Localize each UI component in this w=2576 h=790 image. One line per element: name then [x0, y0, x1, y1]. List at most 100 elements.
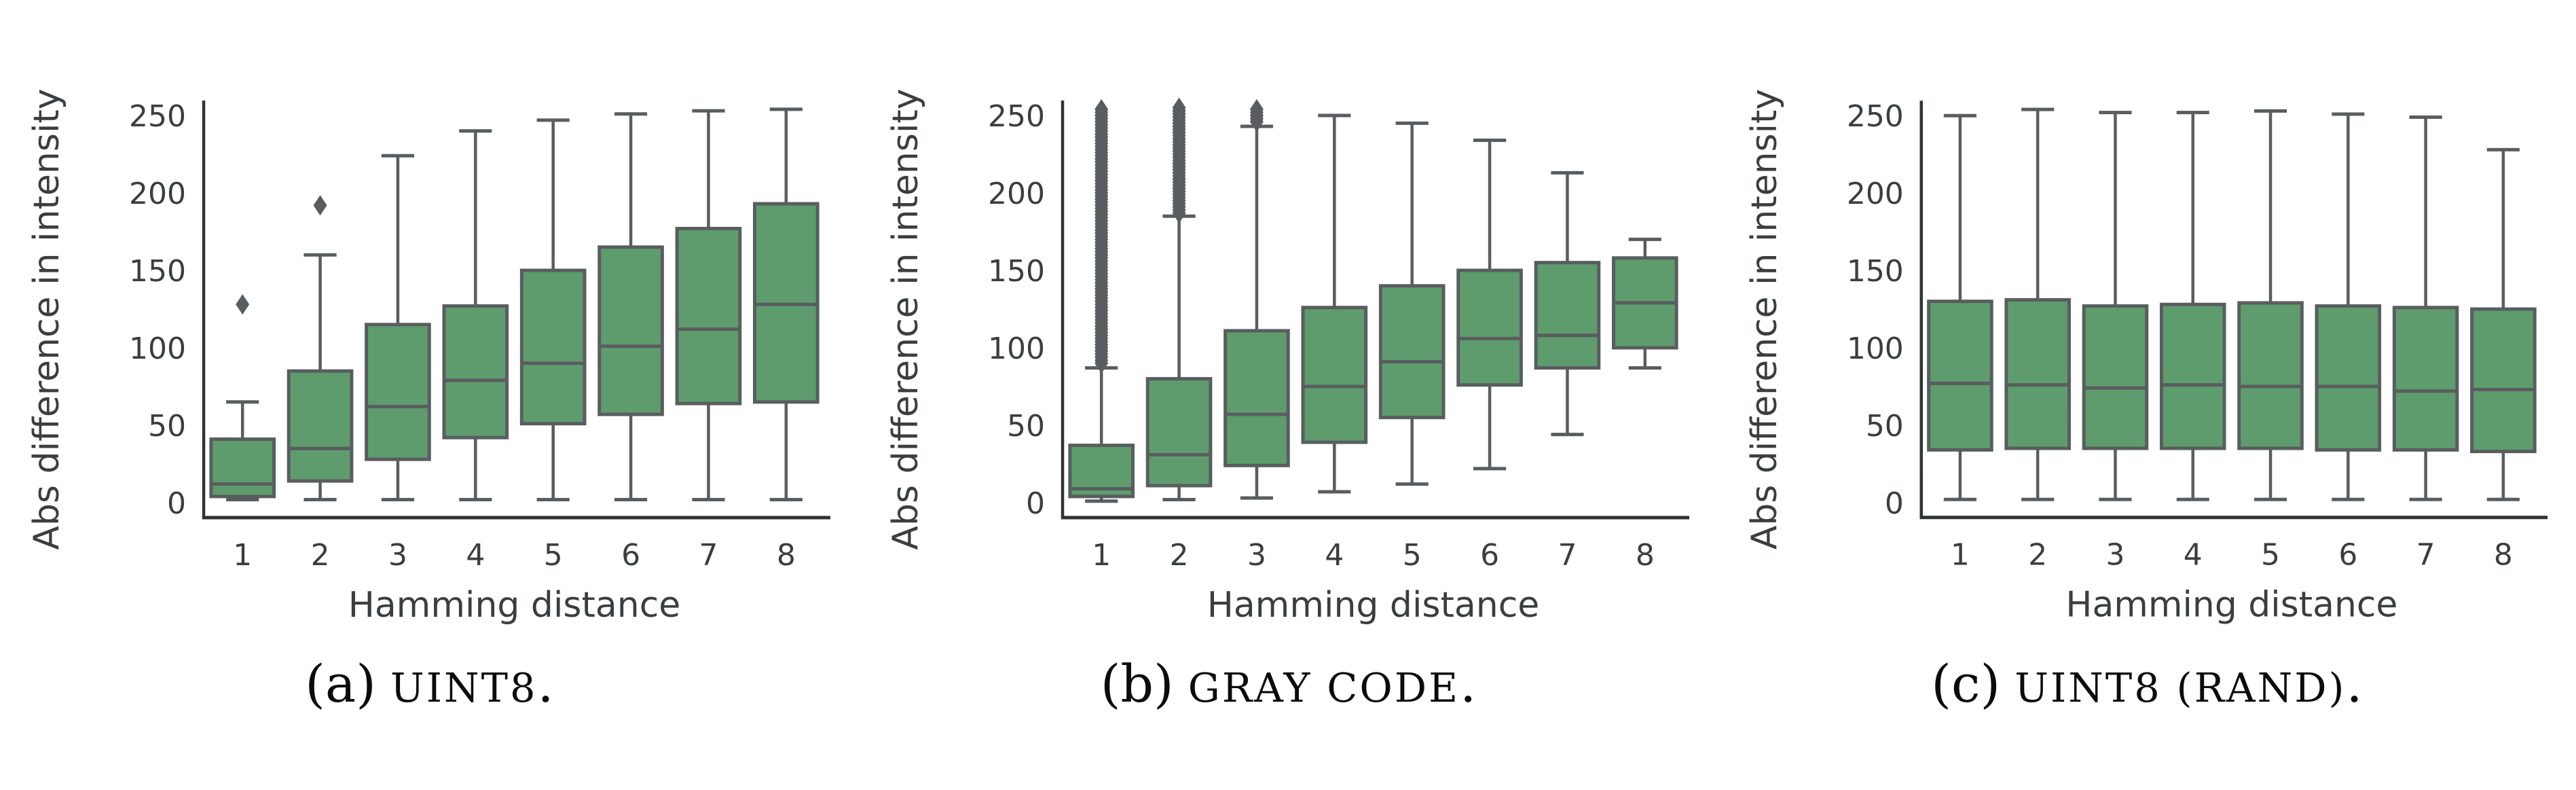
- iqr-box: [519, 268, 587, 426]
- y-tick-label: 0: [1885, 486, 1904, 521]
- box-group: [1927, 113, 1993, 501]
- box-group: [2392, 115, 2459, 501]
- outlier-marker: [1172, 97, 1186, 118]
- y-tick-label: 50: [1866, 409, 1904, 444]
- y-tick-label: 200: [1847, 177, 1904, 211]
- y-tick-label: 100: [129, 331, 186, 366]
- box-group: [365, 154, 431, 501]
- iqr-box: [2082, 304, 2149, 450]
- caption-period: .: [537, 653, 554, 714]
- iqr-box: [1927, 300, 1993, 452]
- iqr-box: [2470, 307, 2537, 454]
- box-group: [1378, 121, 1446, 486]
- boxplot-chart-gray-code: 0 50 100 150 200 250 1 2 3 4 5 6 7 8 Hamming distance A…: [885, 88, 1689, 626]
- y-tick-label: 0: [167, 486, 186, 521]
- iqr-box: [2159, 302, 2226, 450]
- iqr-box: [1534, 261, 1601, 370]
- y-tick-label: 150: [988, 254, 1045, 289]
- x-tick-label: 8: [777, 538, 796, 573]
- box-group: [2082, 111, 2149, 501]
- box-group: [519, 118, 587, 501]
- caption-index: (a): [305, 653, 376, 714]
- iqr-box: [287, 369, 354, 483]
- x-tick-label: 7: [699, 538, 718, 573]
- x-tick-label: 4: [1325, 538, 1344, 573]
- y-tick-label: 0: [1026, 486, 1045, 521]
- box-group: [2159, 111, 2226, 501]
- y-tick-label: 150: [129, 254, 186, 289]
- y-axis-label: Abs difference in intensity: [1744, 89, 1785, 550]
- iqr-box: [2237, 301, 2304, 450]
- iqr-box: [1456, 268, 1523, 387]
- iqr-box: [1145, 377, 1213, 488]
- box-group: [1456, 138, 1523, 471]
- x-tick-label: 5: [2261, 538, 2280, 573]
- x-tick-label: 1: [1951, 538, 1970, 573]
- box-group: [1223, 98, 1290, 500]
- x-tick-label: 2: [311, 538, 330, 573]
- outlier-marker: [236, 294, 250, 315]
- x-tick-label: 3: [388, 538, 407, 573]
- iqr-box: [597, 245, 664, 416]
- x-tick-label: 7: [1558, 538, 1577, 573]
- y-tick-label: 100: [1847, 331, 1904, 366]
- y-tick-label: 250: [1847, 99, 1904, 134]
- box-group: [287, 195, 354, 501]
- box-group: [1611, 237, 1678, 370]
- y-tick-label: 200: [129, 177, 186, 211]
- x-tick-label: 2: [2028, 538, 2047, 573]
- x-axis-label: Hamming distance: [2065, 585, 2397, 626]
- box-group: [597, 112, 664, 501]
- outlier-marker: [1249, 98, 1264, 120]
- box-group: [675, 109, 742, 501]
- x-tick-label: 6: [1480, 538, 1499, 573]
- y-tick-label: 250: [988, 99, 1045, 134]
- box-group: [752, 107, 820, 501]
- x-tick-label: 4: [2184, 538, 2203, 573]
- x-tick-label: 8: [1636, 538, 1655, 573]
- x-tick-label: 5: [544, 538, 563, 573]
- x-axis-label: Hamming distance: [348, 585, 681, 626]
- y-tick-label: 50: [1007, 409, 1045, 444]
- y-tick-label: 100: [988, 331, 1045, 366]
- x-tick-label: 3: [2105, 538, 2124, 573]
- panel-uint8: 0 50 100 150 200 250 1 2 3 4 5 6 7 8 Hamming distance A…: [0, 0, 859, 790]
- x-axis-label: Hamming distance: [1207, 585, 1540, 626]
- y-axis-label: Abs difference in intensity: [885, 88, 926, 550]
- caption-index: (b): [1100, 653, 1174, 714]
- x-tick-label: 7: [2416, 538, 2435, 573]
- caption-period: .: [1460, 653, 1477, 714]
- outlier-marker: [1094, 98, 1109, 120]
- x-tick-label: 1: [1092, 538, 1111, 573]
- iqr-box: [442, 304, 509, 439]
- box-group: [1301, 113, 1368, 494]
- iqr-box: [365, 323, 431, 461]
- iqr-box: [209, 437, 276, 499]
- box-group: [1145, 97, 1213, 501]
- caption-index: (c): [1931, 653, 2001, 714]
- x-tick-label: 6: [621, 538, 640, 573]
- caption-name: UINT8: [390, 664, 538, 711]
- box-group: [2237, 109, 2304, 501]
- outlier-marker: [313, 195, 327, 216]
- box-group: [2315, 112, 2382, 501]
- x-tick-label: 4: [466, 538, 485, 573]
- iqr-box: [1223, 329, 1290, 467]
- box-group: [1534, 170, 1601, 437]
- box-group: [2004, 107, 2071, 501]
- caption-period: .: [2346, 653, 2363, 714]
- x-tick-label: 1: [233, 538, 252, 573]
- iqr-box: [2315, 304, 2382, 452]
- iqr-box: [675, 226, 742, 406]
- caption-name: UINT8 (RAND): [2014, 664, 2347, 711]
- iqr-box: [1378, 284, 1446, 420]
- box-group: [2470, 147, 2537, 501]
- box-group: [442, 129, 509, 501]
- panel-gray-code: 0 50 100 150 200 250 1 2 3 4 5 6 7 8 Hamming distance A…: [859, 0, 1718, 790]
- iqr-box: [2392, 306, 2459, 452]
- y-tick-label: 250: [129, 99, 186, 134]
- iqr-box: [2004, 298, 2071, 450]
- panel-uint8-rand: 0 50 100 150 200 250 1 2 3 4 5 6 7 8 Hamming distance A…: [1718, 0, 2576, 790]
- caption-uint8-rand: (c) UINT8 (RAND).: [1718, 653, 2576, 714]
- y-axis-label: Abs difference in intensity: [26, 88, 67, 550]
